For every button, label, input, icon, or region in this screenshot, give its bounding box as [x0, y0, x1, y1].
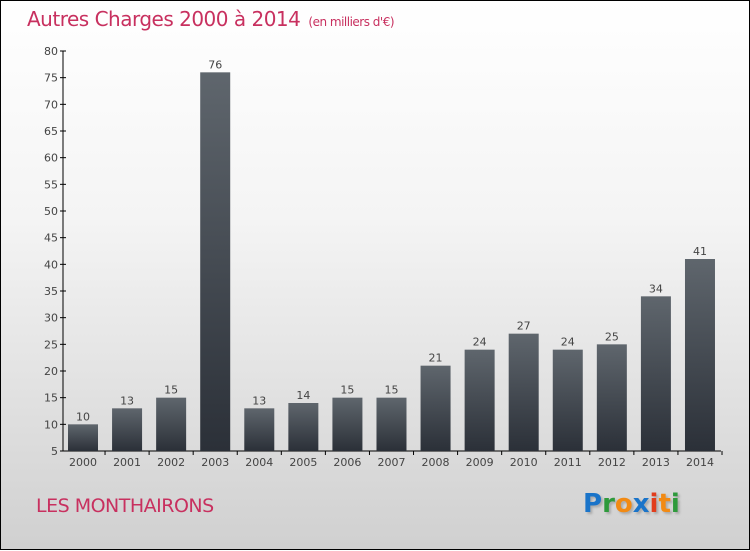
y-tick-label: 75: [44, 72, 58, 85]
bar-2003: [200, 72, 231, 451]
data-label-2005: 14: [296, 389, 310, 402]
data-label-2003: 76: [208, 58, 222, 71]
data-label-2009: 24: [473, 336, 487, 349]
x-tick-label: 2012: [598, 456, 626, 469]
logo-letter: i: [670, 489, 680, 519]
bar-2014: [684, 259, 715, 451]
y-tick-label: 40: [44, 258, 58, 271]
bar-2006: [332, 397, 363, 451]
y-tick-label: 25: [44, 338, 58, 351]
data-label-2004: 13: [252, 394, 266, 407]
y-tick-label: 35: [44, 285, 58, 298]
logo-letter: i: [649, 489, 659, 519]
title-unit: (en milliers d'€): [308, 15, 395, 29]
bar-2010: [508, 333, 539, 451]
bar-2011: [552, 349, 583, 451]
x-tick-label: 2010: [510, 456, 538, 469]
logo-letter: x: [632, 489, 650, 519]
logo-letter: r: [602, 489, 615, 519]
logo-letter: t: [658, 489, 671, 519]
data-label-2014: 41: [693, 245, 707, 258]
data-label-2000: 10: [76, 410, 90, 423]
y-tick-label: 10: [44, 418, 58, 431]
x-tick-label: 2009: [466, 456, 494, 469]
bar-2005: [288, 403, 319, 451]
y-tick-label: 55: [44, 178, 58, 191]
y-tick-label: 5: [51, 445, 58, 458]
data-label-2010: 27: [517, 320, 531, 333]
y-tick-label: 65: [44, 125, 58, 138]
bar-2002: [156, 397, 187, 451]
logo-letter: P: [583, 489, 603, 519]
data-label-2008: 21: [429, 352, 443, 365]
data-label-2006: 15: [340, 384, 354, 397]
y-tick-label: 15: [44, 392, 58, 405]
bar-2000: [68, 424, 98, 451]
x-tick-label: 2011: [554, 456, 582, 469]
x-tick-label: 2002: [157, 456, 185, 469]
x-tick-label: 2014: [686, 456, 714, 469]
bar-2008: [420, 365, 451, 451]
data-label-2002: 15: [164, 384, 178, 397]
x-tick-label: 2000: [69, 456, 97, 469]
bar-2009: [464, 349, 495, 451]
data-label-2011: 24: [561, 336, 575, 349]
logo-letter: o: [614, 489, 633, 519]
data-label-2012: 25: [605, 330, 619, 343]
x-tick-label: 2004: [245, 456, 273, 469]
y-tick-label: 60: [44, 152, 58, 165]
x-tick-label: 2005: [289, 456, 317, 469]
bar-2013: [640, 296, 671, 451]
proxiti-logo: Proxiti: [583, 489, 680, 519]
data-label-2013: 34: [649, 282, 663, 295]
data-label-2001: 13: [120, 394, 134, 407]
x-tick-label: 2007: [377, 456, 405, 469]
y-tick-label: 20: [44, 365, 58, 378]
x-tick-label: 2003: [201, 456, 229, 469]
y-tick-label: 45: [44, 232, 58, 245]
data-label-2007: 15: [384, 384, 398, 397]
x-tick-label: 2006: [333, 456, 361, 469]
commune-name: LES MONTHAIRONS: [36, 495, 214, 517]
y-tick-label: 80: [44, 45, 58, 58]
title-text: Autres Charges 2000 à 2014: [27, 7, 301, 31]
x-tick-label: 2001: [113, 456, 141, 469]
y-tick-label: 50: [44, 205, 58, 218]
x-tick-label: 2008: [422, 456, 450, 469]
x-tick-label: 2013: [642, 456, 670, 469]
chart-title: Autres Charges 2000 à 2014 (en milliers d…: [27, 7, 395, 31]
bar-2007: [376, 397, 407, 451]
bar-2004: [244, 408, 275, 451]
bar-2012: [596, 344, 627, 451]
y-tick-label: 70: [44, 98, 58, 111]
bar-2001: [112, 408, 143, 451]
y-tick-label: 30: [44, 312, 58, 325]
